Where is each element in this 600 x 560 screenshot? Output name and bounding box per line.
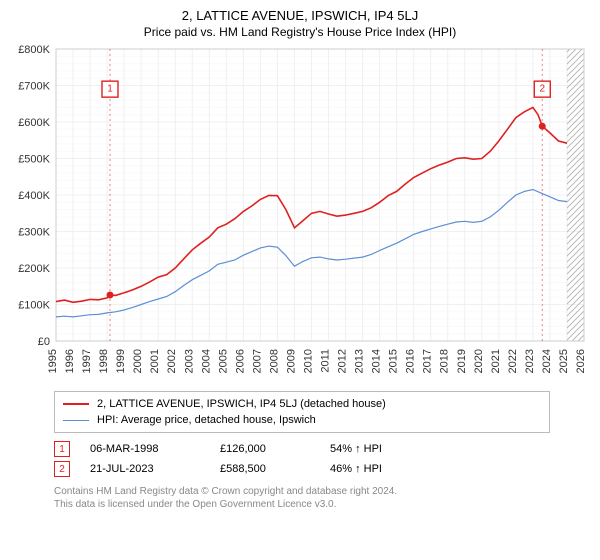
legend-swatch-2 xyxy=(63,420,89,421)
svg-text:1996: 1996 xyxy=(64,349,76,373)
chart-subtitle: Price paid vs. HM Land Registry's House … xyxy=(10,25,590,39)
svg-text:2002: 2002 xyxy=(166,349,178,373)
legend: 2, LATTICE AVENUE, IPSWICH, IP4 5LJ (det… xyxy=(54,391,550,433)
svg-text:2010: 2010 xyxy=(302,349,314,373)
event-badge: 2 xyxy=(54,461,70,477)
svg-text:2023: 2023 xyxy=(524,349,536,373)
svg-text:£0: £0 xyxy=(38,336,50,348)
svg-text:1: 1 xyxy=(107,84,113,95)
chart-svg: £0 £100K £200K £300K £400K £500K £600K £700K £80… xyxy=(10,45,590,385)
event-badge: 1 xyxy=(54,441,70,457)
svg-text:2000: 2000 xyxy=(132,349,144,373)
svg-text:1998: 1998 xyxy=(98,349,110,373)
legend-swatch-1 xyxy=(63,403,89,405)
svg-text:2011: 2011 xyxy=(320,349,332,373)
legend-label: 2, LATTICE AVENUE, IPSWICH, IP4 5LJ (det… xyxy=(97,396,386,412)
svg-text:2016: 2016 xyxy=(405,349,417,373)
svg-text:2009: 2009 xyxy=(285,349,297,373)
svg-text:2012: 2012 xyxy=(337,349,349,373)
legend-label: HPI: Average price, detached house, Ipsw… xyxy=(97,412,316,428)
svg-text:2022: 2022 xyxy=(507,349,519,373)
event-date: 06-MAR-1998 xyxy=(90,443,220,455)
svg-text:£800K: £800K xyxy=(18,45,50,56)
svg-text:2018: 2018 xyxy=(439,349,451,373)
svg-text:£100K: £100K xyxy=(18,300,50,312)
footer: Contains HM Land Registry data © Crown c… xyxy=(54,485,590,511)
event-row: 1 06-MAR-1998 £126,000 54%HPI xyxy=(54,439,590,459)
svg-text:1997: 1997 xyxy=(81,349,93,373)
svg-text:2006: 2006 xyxy=(234,349,246,373)
legend-item: 2, LATTICE AVENUE, IPSWICH, IP4 5LJ (det… xyxy=(63,396,541,412)
svg-text:£700K: £700K xyxy=(18,81,50,93)
svg-text:2017: 2017 xyxy=(422,349,434,373)
event-date: 21-JUL-2023 xyxy=(90,463,220,475)
svg-text:2024: 2024 xyxy=(541,349,553,373)
svg-text:2008: 2008 xyxy=(268,349,280,373)
svg-text:£300K: £300K xyxy=(18,227,50,239)
svg-text:2019: 2019 xyxy=(456,349,468,373)
svg-text:2020: 2020 xyxy=(473,349,485,373)
svg-text:2007: 2007 xyxy=(251,349,263,373)
svg-text:1999: 1999 xyxy=(115,349,127,373)
chart-area: £0 £100K £200K £300K £400K £500K £600K £700K £80… xyxy=(10,45,590,385)
event-price: £588,500 xyxy=(220,463,330,475)
svg-text:1995: 1995 xyxy=(47,349,59,373)
svg-text:£400K: £400K xyxy=(18,190,50,202)
chart-title: 2, LATTICE AVENUE, IPSWICH, IP4 5LJ xyxy=(10,8,590,23)
event-price: £126,000 xyxy=(220,443,330,455)
svg-text:2015: 2015 xyxy=(388,349,400,373)
svg-text:2005: 2005 xyxy=(217,349,229,373)
footer-line: This data is licensed under the Open Gov… xyxy=(54,498,590,511)
svg-text:2001: 2001 xyxy=(149,349,161,373)
svg-text:2003: 2003 xyxy=(183,349,195,373)
svg-text:2021: 2021 xyxy=(490,349,502,373)
svg-text:2004: 2004 xyxy=(200,349,212,373)
svg-text:£200K: £200K xyxy=(18,263,50,275)
legend-item: HPI: Average price, detached house, Ipsw… xyxy=(63,412,541,428)
svg-text:£500K: £500K xyxy=(18,154,50,166)
svg-text:£600K: £600K xyxy=(18,117,50,129)
footer-line: Contains HM Land Registry data © Crown c… xyxy=(54,485,590,498)
svg-text:2026: 2026 xyxy=(575,349,587,373)
event-row: 2 21-JUL-2023 £588,500 46%HPI xyxy=(54,459,590,479)
event-pct: 54%HPI xyxy=(330,443,430,455)
event-pct: 46%HPI xyxy=(330,463,430,475)
svg-text:2013: 2013 xyxy=(354,349,366,373)
event-table: 1 06-MAR-1998 £126,000 54%HPI 2 21-JUL-2… xyxy=(54,439,590,479)
svg-text:2: 2 xyxy=(539,84,545,95)
svg-text:2014: 2014 xyxy=(371,349,383,373)
svg-text:2025: 2025 xyxy=(558,349,570,373)
